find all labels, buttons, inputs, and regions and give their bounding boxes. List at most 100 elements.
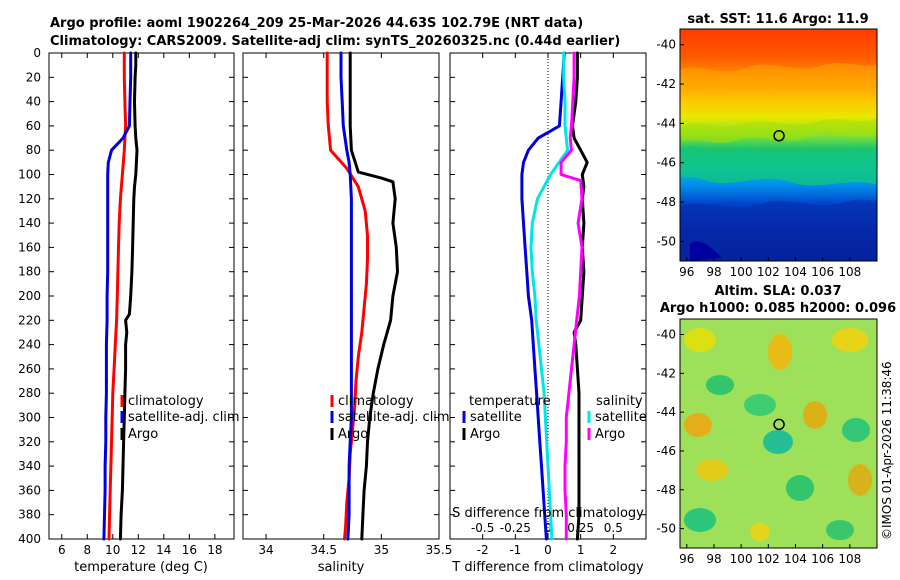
depth-tick-label: 340 [18,459,41,473]
series-satellite-temperature [520,51,566,541]
lon-tick-label: 100 [730,552,753,566]
sst-cold-water [680,199,877,261]
salinity-xlabel: salinity [318,560,365,575]
series-argo-salinity [559,51,584,541]
sla-map [680,319,877,548]
lat-tick-label: -40 [656,328,676,342]
lat-tick-label: -42 [656,77,676,91]
sla-anomaly [763,430,793,454]
salinity-panel [242,52,440,540]
x2-tick-label: -0.25 [500,521,531,535]
sla-map-title-line2: Argo h1000: 0.085 h2000: 0.096 [660,301,896,316]
x-tick-label: -1 [509,543,521,557]
sst-map-title: sat. SST: 11.6 Argo: 11.9 [687,12,868,27]
depth-tick-label: 220 [18,313,41,327]
lat-tick-label: -50 [656,522,676,536]
sla-map-frame [679,318,878,549]
axis-ticks: 0204060801001201401601802002202402602803… [18,46,646,557]
legend-label: climatology [128,394,204,409]
x-tick-label: 34 [258,543,273,557]
depth-tick-label: 180 [18,265,41,279]
difference-x2label: S difference from climatology [452,506,644,521]
legend-header-temperature: temperature [469,394,551,409]
temperature-panel [48,52,235,540]
series-argo [348,51,399,541]
x-tick-label: 18 [207,543,222,557]
x-tick-label: 1 [577,543,585,557]
lat-tick-label: -44 [656,405,676,419]
depth-tick-label: 20 [26,70,41,84]
legend-label: satellite-adj. clim [128,410,240,425]
depth-tick-label: 300 [18,411,41,425]
depth-tick-label: 240 [18,338,41,352]
difference-xlabel: T difference from climatology [451,560,644,575]
lon-tick-label: 96 [679,265,694,279]
lat-tick-label: -50 [656,234,676,248]
sla-anomaly [768,334,792,370]
x-tick-label: 6 [58,543,66,557]
x-tick-label: -2 [477,543,489,557]
lon-tick-label: 104 [784,265,807,279]
depth-tick-label: 400 [18,532,41,546]
depth-tick-label: 280 [18,386,41,400]
temperature-legend: climatology satellite-adj. clim Argo [120,394,240,442]
sla-map-ticks: 96 98 100 102 104 106 108 -40 -42 -44 -46 -48 -50 [656,328,861,566]
sla-anomaly [744,394,776,416]
legend-label: Argo [338,427,368,442]
series-satellite-adj-clim [102,51,133,541]
series-lines [102,51,589,541]
figure-title-line2: Climatology: CARS2009. Satellite-adj cli… [50,34,620,49]
x-tick-label: 10 [105,543,120,557]
lat-tick-label: -46 [656,444,676,458]
legend-label: satellite-adj. clim [338,410,450,425]
sst-map-frame [679,28,878,262]
sst-cold-water [690,241,722,261]
sla-anomaly [696,459,728,481]
x-tick-label: 0 [544,543,552,557]
legend-label: climatology [338,394,414,409]
series-satellite-salinity [529,51,570,541]
depth-tick-label: 160 [18,240,41,254]
depth-tick-label: 380 [18,508,41,522]
legend-label: satellite [595,410,647,425]
lat-tick-label: -40 [656,38,676,52]
legend-label: satellite [470,410,522,425]
depth-tick-label: 260 [18,362,41,376]
lat-tick-label: -48 [656,483,676,497]
x2-tick-label: 0.25 [567,521,594,535]
depth-tick-label: 360 [18,483,41,497]
series-argo [118,51,139,541]
lat-tick-label: -48 [656,195,676,209]
lon-tick-label: 102 [757,265,780,279]
depth-tick-label: 60 [26,119,41,133]
depth-tick-label: 200 [18,289,41,303]
lat-tick-label: -42 [656,366,676,380]
lat-tick-label: -44 [656,116,676,130]
lon-tick-label: 98 [706,265,721,279]
lon-tick-label: 108 [838,265,861,279]
copyright-stamp: ©IMOS 01-Apr-2026 11:38:46 [880,361,894,540]
sst-front-band [680,145,877,186]
depth-tick-label: 120 [18,192,41,206]
sst-front-band [680,63,877,95]
legend-header-salinity: salinity [596,394,643,409]
sla-anomaly [684,328,716,352]
lon-tick-label: 100 [730,265,753,279]
depth-tick-label: 320 [18,435,41,449]
lon-tick-label: 96 [679,552,694,566]
lon-tick-label: 98 [706,552,721,566]
x2-tick-label: -0.5 [471,521,494,535]
figure-title-line1: Argo profile: aoml 1902264_209 25-Mar-20… [50,16,583,31]
x-tick-label: 35 [374,543,389,557]
sst-map [680,29,877,261]
lon-tick-label: 104 [784,552,807,566]
difference-legend: temperature salinity satellite Argo sate… [462,394,647,442]
legend-label: Argo [470,427,500,442]
sla-anomaly [842,418,870,442]
x-tick-label: 16 [182,543,197,557]
x2-tick-label: 0.5 [604,521,623,535]
salinity-legend: climatology satellite-adj. clim Argo [330,394,450,442]
x-tick-label: 12 [131,543,146,557]
x-tick-label: 8 [83,543,91,557]
